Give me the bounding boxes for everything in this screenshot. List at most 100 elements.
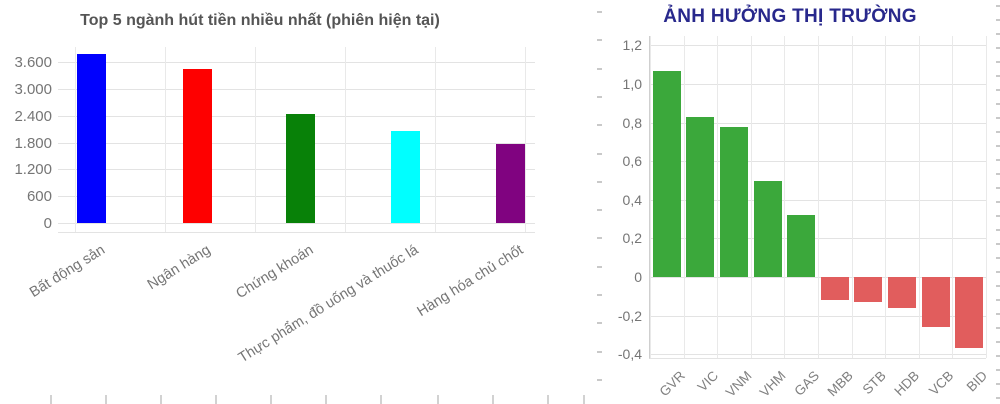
tick-dash (996, 173, 1000, 175)
tick-dash (996, 383, 1000, 385)
bar-Hàng hóa chủ chốt[interactable] (495, 143, 525, 223)
y-gridline (58, 223, 535, 224)
bar-MBB[interactable] (820, 277, 849, 301)
x-gridline (435, 47, 436, 232)
bar-BID[interactable] (955, 277, 984, 349)
tick-dash (597, 265, 602, 268)
tick-dash (996, 159, 1000, 161)
bar-GAS[interactable] (787, 215, 816, 277)
tick-dash (50, 395, 52, 404)
y-axis-tick-label: 1.800 (14, 134, 52, 152)
x-axis-category-label: VIC (694, 368, 722, 395)
tick-dash (996, 243, 1000, 245)
bar-VIC[interactable] (686, 116, 715, 277)
tick-dash (597, 209, 602, 212)
x-gridline (918, 36, 920, 358)
bar-Chứng khoán[interactable] (285, 114, 315, 223)
tick-dash (380, 395, 382, 404)
x-gridline (683, 36, 685, 358)
tick-dash (996, 117, 1000, 119)
tick-dash (996, 355, 1000, 357)
x-axis-category-label: GAS (791, 368, 822, 399)
x-gridline (784, 36, 786, 358)
y-axis-tick-label: 1,2 (622, 37, 642, 54)
tick-dash (996, 397, 1000, 399)
x-axis-category-label: STB (859, 368, 890, 398)
y-axis-tick-label: 1.200 (14, 161, 52, 179)
x-axis-category-label: Bất động sản (26, 242, 108, 301)
tick-dash (996, 271, 1000, 273)
y-axis-tick-label: 0,8 (622, 114, 642, 131)
tick-dash (547, 395, 549, 404)
x-axis-category-label: VCB (925, 368, 957, 399)
x-gridline (986, 36, 987, 358)
bar-VCB[interactable] (921, 277, 950, 328)
tick-dash (597, 39, 602, 42)
bar-Thực phẩm, đồ uống và thuốc lá[interactable] (390, 131, 420, 223)
bar-VNM[interactable] (720, 126, 748, 277)
tick-dash (583, 395, 585, 404)
x-axis-category-label: MBB (824, 368, 856, 400)
tick-dash (597, 11, 602, 13)
tick-dash (996, 103, 1000, 105)
y-axis-tick-label: 3.600 (14, 54, 52, 72)
x-axis-category-label: GVR (656, 368, 688, 400)
right-chart-plot-area: GVR VIC VNM VHM GAS MBB STB HDB VCB BID (649, 36, 990, 400)
x-gridline (525, 47, 526, 232)
x-gridline (255, 47, 256, 232)
y-axis-tick-label: -0,2 (617, 307, 642, 324)
y-axis-tick-label: 0 (43, 215, 52, 232)
tick-dash (996, 257, 1000, 259)
x-gridline (818, 36, 819, 358)
tick-dash (996, 61, 1000, 63)
tick-dash (996, 341, 1000, 343)
x-gridline (851, 36, 853, 358)
tick-dash (996, 131, 1000, 133)
market-impact-chart: ẢNH HƯỞNG THỊ TRƯỜNG GVR VIC VNM VHM GAS MBB S… (600, 0, 1000, 404)
x-axis-category-label: HDB (891, 368, 923, 399)
tick-dash (996, 47, 1000, 49)
tick-dash (270, 395, 272, 404)
left-chart-title: Top 5 ngành hút tiền nhiều nhất (phiên h… (80, 12, 440, 29)
x-axis-category-label: VHM (756, 368, 789, 400)
tick-dash (996, 75, 1000, 77)
tick-dash (437, 395, 439, 404)
tick-dash (597, 378, 602, 381)
x-gridline (717, 36, 719, 358)
tick-dash (996, 369, 1000, 371)
tick-dash (597, 95, 602, 98)
tick-dash (996, 215, 1000, 217)
bar-Ngân hàng[interactable] (182, 68, 212, 223)
tick-dash (597, 322, 602, 325)
bar-VHM[interactable] (753, 180, 782, 277)
tick-dash (996, 187, 1000, 189)
bar-STB[interactable] (854, 277, 883, 303)
tick-dash (597, 294, 602, 296)
top5-sectors-chart: Top 5 ngành hút tiền nhiều nhất (phiên h… (14, 12, 535, 366)
x-gridline (650, 36, 651, 358)
tick-dash (996, 5, 1000, 7)
tick-dash (160, 395, 162, 404)
tick-dash (597, 180, 602, 183)
x-gridline (75, 47, 76, 232)
y-axis-tick-label: 1,0 (622, 76, 642, 92)
x-gridline (165, 47, 166, 232)
tick-dash (597, 124, 602, 127)
tick-dash (996, 299, 1000, 301)
tick-dash (105, 395, 107, 404)
y-gridline (58, 89, 535, 90)
tick-dash (996, 285, 1000, 287)
tick-dash (597, 237, 602, 240)
x-axis-category-label: VNM (722, 368, 755, 400)
bar-GVR[interactable] (652, 70, 681, 277)
bar-HDB[interactable] (888, 277, 916, 308)
y-gridline (58, 62, 535, 64)
y-axis-tick-label: 0,6 (622, 153, 642, 170)
x-gridline (750, 36, 752, 358)
tick-dash (597, 152, 602, 155)
x-axis-category-label: BID (963, 368, 990, 395)
tick-dash (996, 201, 1000, 203)
bar-Bất động sản[interactable] (76, 54, 106, 223)
tick-dash (996, 327, 1000, 329)
